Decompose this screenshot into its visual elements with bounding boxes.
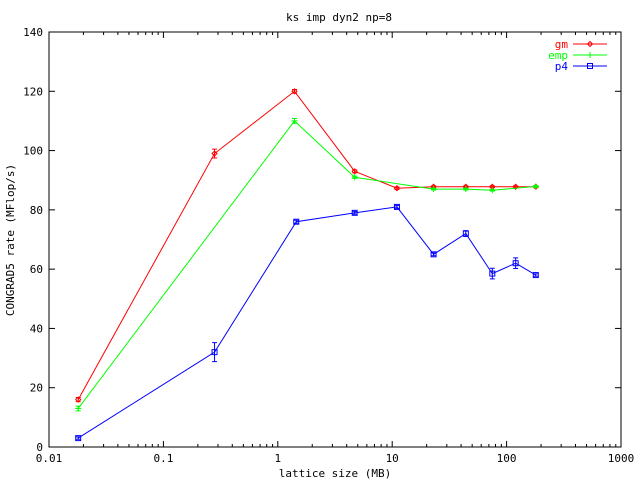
data-point [430,251,437,258]
data-point [75,405,82,412]
data-point [462,186,469,193]
y-tick-label: 80 [30,204,43,217]
error-bar [352,210,358,215]
data-point [293,218,300,225]
legend-marker [587,52,593,58]
data-point [489,183,496,190]
data-point [393,203,400,210]
data-point [393,185,401,192]
legend-marker [586,40,594,48]
series-line [77,206,537,439]
y-tick-label: 120 [23,85,43,98]
data-point [351,209,358,216]
data-point [291,88,298,95]
x-tick-label: 0.1 [153,452,173,465]
error-bar [513,257,519,270]
data-point [291,117,298,124]
data-point [430,186,437,193]
data-point [489,270,496,277]
data-point [512,260,519,267]
series-line [77,90,536,400]
error-bar [394,204,400,209]
legend-marker [587,63,593,69]
y-tick-label: 100 [23,145,43,158]
legend-label: emp [548,49,568,62]
x-tick-label: 0.01 [36,452,63,465]
data-point [211,150,218,157]
legend-label: p4 [555,60,569,73]
plot-frame [48,31,622,448]
y-tick-label: 40 [30,322,43,335]
chart-title: ks imp dyn2 np=8 [286,11,392,24]
series-layer [74,88,540,442]
series-gm [74,88,540,403]
series-emp [75,117,539,412]
error-bar [489,267,495,280]
error-bar [212,342,218,363]
y-tick-label: 60 [30,263,43,276]
y-tick-label: 140 [23,26,43,39]
error-bar [293,219,299,224]
data-point [532,183,539,190]
data-point [489,187,496,194]
y-axis-label: CONGRAD5 rate (MFlop/s) [4,164,17,316]
data-point [532,272,539,279]
data-point [75,435,82,442]
data-point [74,396,82,403]
x-tick-label: 10 [386,452,399,465]
legend-label: gm [555,38,569,51]
y-tick-label: 0 [36,441,43,454]
data-point [351,168,358,175]
data-point [462,230,469,237]
x-axis-label: lattice size (MB) [279,467,392,480]
y-tick-label: 20 [30,382,43,395]
series-p4 [75,203,539,442]
error-bar [75,436,81,440]
x-tick-label: 1000 [608,452,635,465]
x-tick-label: 1 [274,452,281,465]
x-tick-label: 100 [497,452,517,465]
error-bar [292,89,298,94]
error-bar [533,273,539,277]
error-bar [431,252,437,257]
axis-ticks: 0 20 40 60 80 100 120 140 0.01 0.1 1 10 100 1000 [23,26,634,465]
data-point [211,349,218,356]
data-point [351,174,358,181]
